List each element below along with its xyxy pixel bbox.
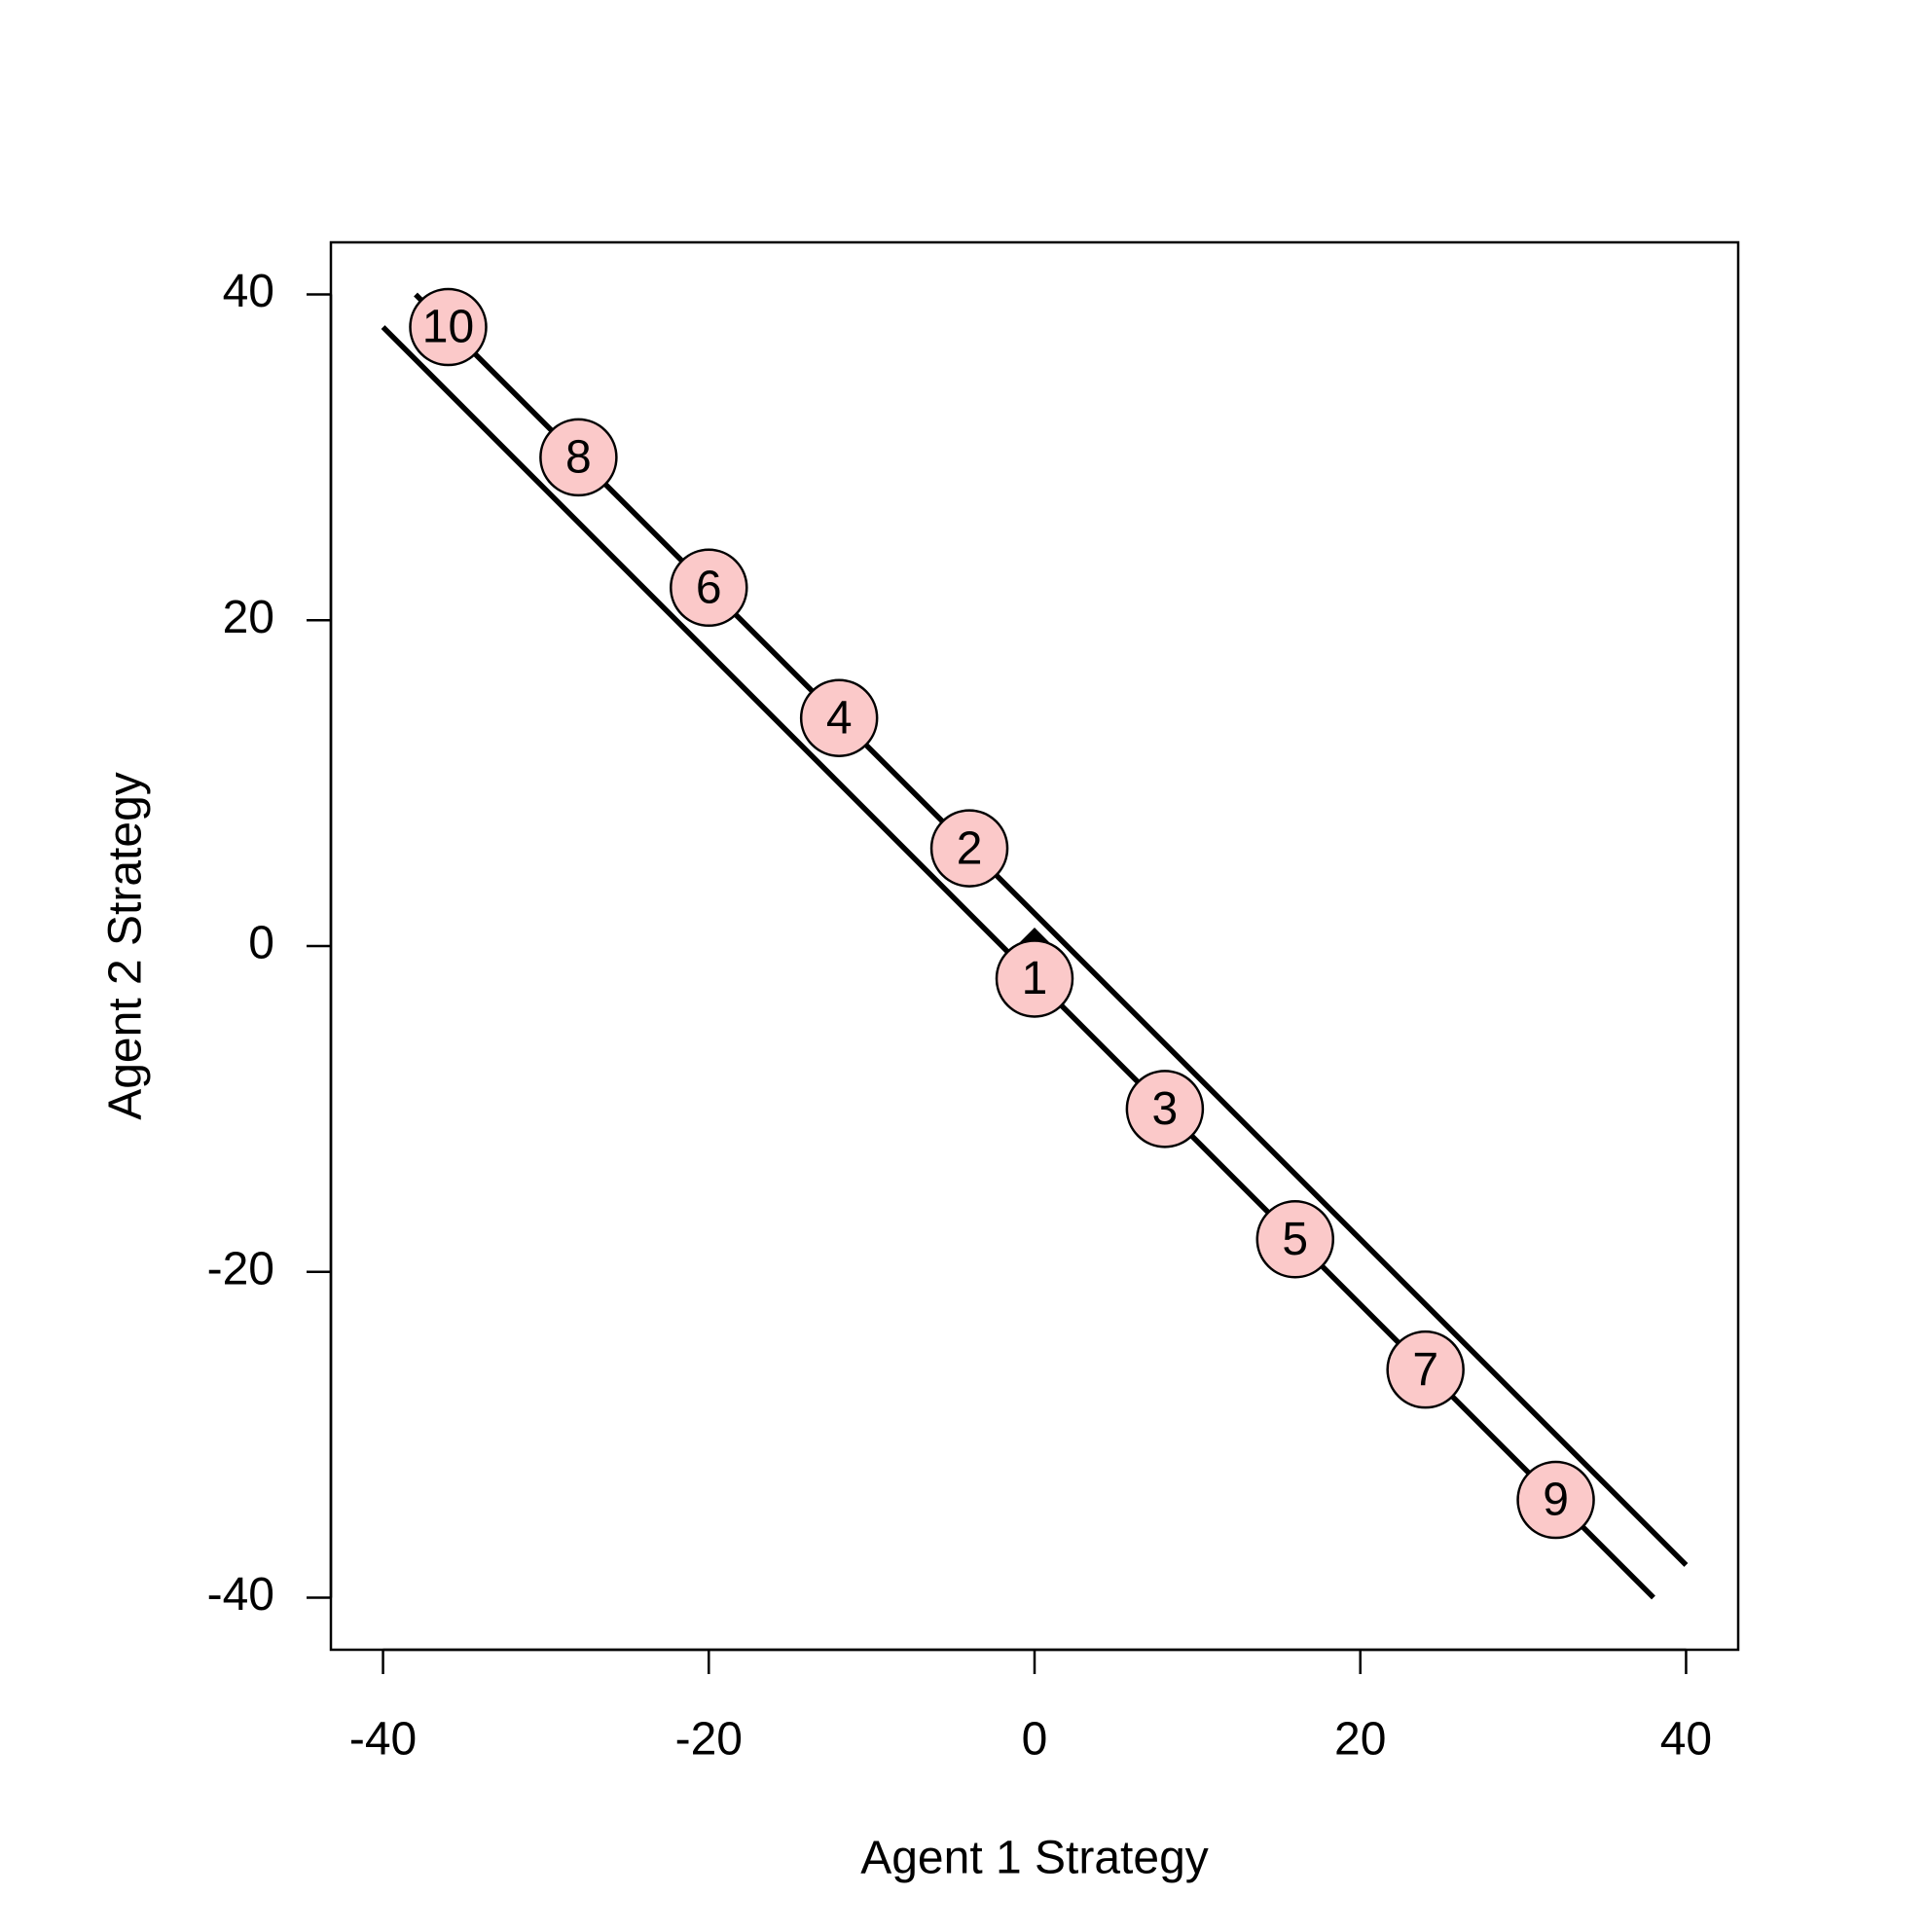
y-tick-label: 20 [223, 592, 274, 643]
point-label: 8 [565, 432, 592, 484]
x-tick-label: 40 [1660, 1714, 1712, 1766]
point [539, 418, 618, 497]
point-label: 9 [1543, 1475, 1569, 1526]
point [995, 939, 1074, 1018]
point [1386, 1330, 1465, 1409]
y-tick-label: 0 [248, 918, 274, 969]
point-label: 6 [696, 562, 722, 613]
x-tick-label: -20 [675, 1714, 743, 1766]
point [1255, 1200, 1335, 1279]
point-label: 2 [957, 822, 983, 874]
point-label: 7 [1412, 1344, 1438, 1396]
point-label: 5 [1282, 1214, 1308, 1265]
line [414, 292, 1689, 1567]
x-tick-label: 0 [1022, 1714, 1048, 1766]
y-tick-label: 40 [223, 266, 274, 317]
point [929, 809, 1009, 888]
x-axis-title: Agent 1 Strategy [860, 1833, 1209, 1884]
point [799, 678, 879, 757]
point-label: 10 [422, 302, 474, 353]
point [670, 548, 748, 628]
point-label: 4 [826, 692, 853, 744]
point-label: 3 [1152, 1083, 1179, 1135]
y-tick-label: -20 [207, 1243, 274, 1294]
point [1125, 1070, 1205, 1148]
point-label: 1 [1022, 953, 1048, 1004]
y-axis-title: Agent 2 Strategy [100, 772, 152, 1120]
y-tick-label: -40 [207, 1569, 274, 1621]
x-tick-label: -40 [349, 1714, 417, 1766]
x-tick-label: 20 [1334, 1714, 1386, 1766]
point [409, 287, 488, 367]
point [1516, 1460, 1595, 1540]
